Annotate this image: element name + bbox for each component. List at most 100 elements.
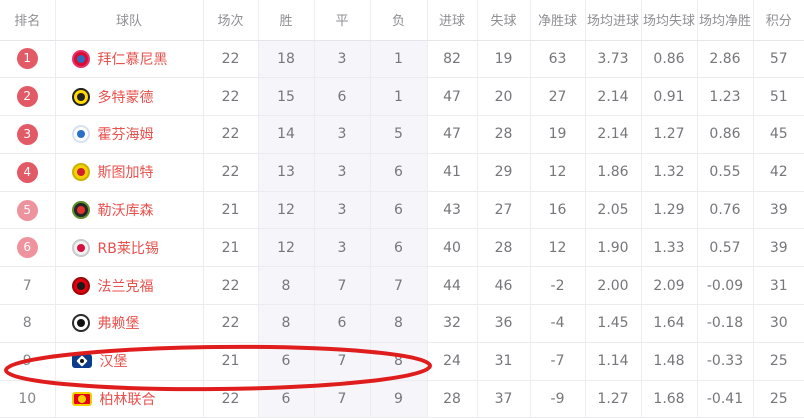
stat-cell-avg_goal_diff: -0.09 <box>696 266 753 306</box>
table-row[interactable]: 1 拜仁慕尼黑 22 18 3 1 82 19 63 3.73 0.86 2.86 57 <box>0 40 804 79</box>
team-cell[interactable]: 拜仁慕尼黑 <box>54 40 203 79</box>
team-cell[interactable]: 柏林联合 <box>54 380 203 418</box>
stat-cell-avg_goals_against: 1.68 <box>640 380 697 418</box>
stat-cell-avg_goals_against: 1.29 <box>640 191 697 230</box>
column-header-avg_goals_for: 场均进球 <box>584 0 641 41</box>
rank-cell: 1 <box>0 40 55 79</box>
team-name[interactable]: 多特蒙德 <box>97 89 154 106</box>
stat-cell-played: 22 <box>202 304 258 343</box>
stat-cell-played: 21 <box>202 191 258 230</box>
stat-cell-draws: 3 <box>313 228 370 268</box>
stat-cell-avg_goals_for: 1.14 <box>584 342 641 381</box>
table-row[interactable]: 6 RB莱比锡 21 12 3 6 40 28 12 1.90 1.33 0.57 39 <box>0 228 804 268</box>
stat-cell-draws: 6 <box>313 304 370 343</box>
stat-cell-wins: 8 <box>257 266 314 306</box>
stat-cell-wins: 6 <box>257 342 314 381</box>
stat-cell-draws: 3 <box>313 153 370 192</box>
table-body: 1 拜仁慕尼黑 22 18 3 1 82 19 63 3.73 0.86 2.86 57 2 多特蒙德 22 1… <box>0 40 804 418</box>
team-cell[interactable]: 弗赖堡 <box>54 304 203 343</box>
stat-cell-goals_for: 82 <box>426 40 477 79</box>
column-header-avg_goal_diff: 场均净胜 <box>696 0 753 41</box>
column-header-goal_diff: 净胜球 <box>529 0 585 41</box>
stat-cell-losses: 8 <box>369 342 427 381</box>
stat-cell-avg_goal_diff: 0.86 <box>696 115 753 154</box>
team-name[interactable]: 弗赖堡 <box>97 316 140 333</box>
stat-cell-goal_diff: 27 <box>529 77 585 117</box>
stat-cell-losses: 6 <box>369 191 427 230</box>
table-row[interactable]: 7 法兰克福 22 8 7 7 44 46 -2 2.00 2.09 -0.09 31 <box>0 266 804 306</box>
rank-badge: 6 <box>16 237 38 259</box>
stat-cell-goals_against: 36 <box>476 304 530 343</box>
rank-cell: 2 <box>0 77 55 117</box>
stat-cell-points: 42 <box>752 153 804 192</box>
stat-cell-losses: 9 <box>369 380 427 418</box>
stat-cell-points: 25 <box>752 342 804 381</box>
union-berlin-logo <box>71 392 92 407</box>
stat-cell-avg_goals_against: 1.64 <box>640 304 697 343</box>
team-cell[interactable]: 勒沃库森 <box>54 191 203 230</box>
stat-cell-wins: 8 <box>257 304 314 343</box>
stat-cell-goals_against: 31 <box>476 342 530 381</box>
stat-cell-wins: 6 <box>257 380 314 418</box>
stat-cell-wins: 18 <box>257 40 314 79</box>
team-name[interactable]: 勒沃库森 <box>97 203 154 220</box>
stat-cell-avg_goals_against: 2.09 <box>640 266 697 306</box>
table-row[interactable]: 2 多特蒙德 22 15 6 1 47 20 27 2.14 0.91 1.23 51 <box>0 77 804 117</box>
team-cell[interactable]: 汉堡 <box>54 342 203 381</box>
team-name[interactable]: 霍芬海姆 <box>97 127 154 144</box>
team-name[interactable]: 拜仁慕尼黑 <box>97 51 168 68</box>
stat-cell-avg_goal_diff: -0.33 <box>696 342 753 381</box>
team-cell[interactable]: 斯图加特 <box>54 153 203 192</box>
stat-cell-avg_goals_for: 1.90 <box>584 228 641 268</box>
stat-cell-losses: 7 <box>369 266 427 306</box>
stat-cell-avg_goals_for: 1.45 <box>584 304 641 343</box>
stat-cell-wins: 14 <box>257 115 314 154</box>
stat-cell-played: 21 <box>202 228 258 268</box>
table-row[interactable]: 4 斯图加特 22 13 3 6 41 29 12 1.86 1.32 0.55 42 <box>0 153 804 192</box>
dortmund-logo <box>71 87 90 106</box>
column-header-rank: 排名 <box>0 0 55 41</box>
stat-cell-draws: 7 <box>313 266 370 306</box>
rank-cell: 9 <box>0 342 55 381</box>
column-header-team: 球队 <box>54 0 203 41</box>
stat-cell-goals_against: 27 <box>476 191 530 230</box>
stat-cell-played: 22 <box>202 115 258 154</box>
rank-badge: 2 <box>16 86 38 108</box>
freiburg-logo <box>71 314 90 333</box>
stat-cell-points: 25 <box>752 380 804 418</box>
table-row[interactable]: 5 勒沃库森 21 12 3 6 43 27 16 2.05 1.29 0.76 39 <box>0 191 804 230</box>
header-row: 排名 球队 场次胜平负进球 失球 净胜球 场均进球 场均失球 场均净胜 积分 <box>0 0 804 41</box>
stat-cell-played: 22 <box>202 40 258 79</box>
team-name[interactable]: 柏林联合 <box>99 392 156 409</box>
rank-cell: 4 <box>0 153 55 192</box>
bayern-munich-logo <box>71 49 90 68</box>
stat-cell-points: 31 <box>752 266 804 306</box>
stat-cell-points: 45 <box>752 115 804 154</box>
stat-cell-avg_goals_against: 1.33 <box>640 228 697 268</box>
stat-cell-goal_diff: 12 <box>529 228 585 268</box>
table-row[interactable]: 3 霍芬海姆 22 14 3 5 47 28 19 2.14 1.27 0.86 45 <box>0 115 804 154</box>
stat-cell-avg_goals_against: 0.91 <box>640 77 697 117</box>
table-row[interactable]: 9 汉堡 21 6 7 8 24 31 -7 1.14 1.48 -0.33 25 <box>0 342 804 381</box>
stat-cell-avg_goals_against: 1.27 <box>640 115 697 154</box>
team-name[interactable]: 法兰克福 <box>97 278 154 295</box>
team-cell[interactable]: RB莱比锡 <box>54 228 203 268</box>
team-name[interactable]: 汉堡 <box>99 354 128 371</box>
team-name[interactable]: 斯图加特 <box>97 165 154 182</box>
stat-cell-played: 22 <box>202 77 258 117</box>
stat-cell-avg_goal_diff: 0.76 <box>696 191 753 230</box>
stat-cell-avg_goal_diff: -0.41 <box>696 380 753 418</box>
stat-cell-goals_against: 20 <box>476 77 530 117</box>
stat-cell-goals_for: 47 <box>426 77 477 117</box>
team-cell[interactable]: 法兰克福 <box>54 266 203 306</box>
rank-cell: 10 <box>0 380 55 418</box>
team-name[interactable]: RB莱比锡 <box>97 240 159 257</box>
table-row[interactable]: 8 弗赖堡 22 8 6 8 32 36 -4 1.45 1.64 -0.18 30 <box>0 304 804 343</box>
table-row[interactable]: 10 柏林联合 22 6 7 9 28 37 -9 1.27 1.68 -0.41 25 <box>0 380 804 418</box>
team-cell[interactable]: 霍芬海姆 <box>54 115 203 154</box>
stat-cell-avg_goals_against: 0.86 <box>640 40 697 79</box>
stat-cell-avg_goals_for: 3.73 <box>584 40 641 79</box>
column-header-draws: 平 <box>313 0 370 41</box>
team-cell[interactable]: 多特蒙德 <box>54 77 203 117</box>
stat-cell-goal_diff: 16 <box>529 191 585 230</box>
